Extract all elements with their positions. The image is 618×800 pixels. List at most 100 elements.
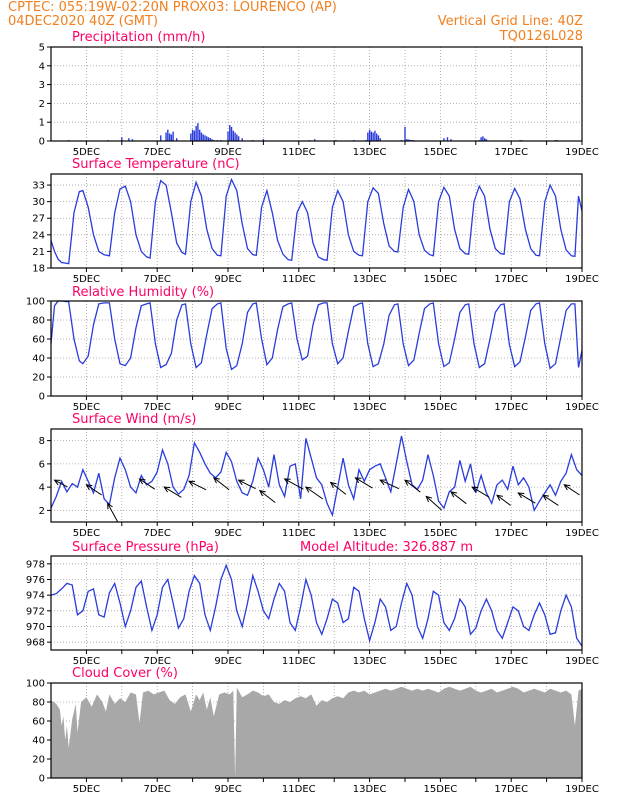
precip-bar [237,136,240,141]
temp-panel: Surface Temperature (nC) 18 21 24 27 30 33 5DEC… [32,157,599,285]
x-tick-label: 11DEC [282,274,316,285]
y-tick-label: 100 [26,297,45,308]
x-tick-label: 9DEC [214,147,241,158]
x-tick-label: 17DEC [494,528,528,539]
wind-vector [450,491,467,505]
wind-vector-head [212,477,220,484]
y-tick-label: 100 [26,679,45,690]
x-tick-label: 15DEC [424,147,458,158]
precip-bar [480,137,482,141]
wind-vector-head [450,491,457,498]
wind-vector [259,490,276,503]
rh-frame [50,300,583,397]
y-tick-label: 24 [32,230,45,241]
wind-vector-head [138,478,146,485]
product-code: TQ0126L028 [499,29,583,44]
wind-vector [164,486,182,498]
precip-bar [377,135,380,141]
precip-bar [121,137,123,141]
wind-vector [496,494,511,506]
y-tick-label: 974 [26,591,45,602]
pres-frame [50,555,583,651]
x-tick-label: 9DEC [214,402,241,413]
precip-bar [191,129,194,141]
x-tick-label: 19DEC [565,274,599,285]
y-tick-label: 33 [32,181,45,192]
cloud-area [51,686,582,778]
y-tick-label: 27 [32,214,45,225]
y-tick-label: 3 [39,80,45,91]
wind-panel: Surface Wind (m/s) 2 4 6 8 5DEC 7DEC 9DEC 11DEC 1… [39,412,599,539]
temp-frame [50,173,583,269]
x-tick-label: 9DEC [214,528,241,539]
precip-bar [404,126,406,141]
y-tick-label: 60 [32,335,45,346]
x-tick-label: 11DEC [282,784,316,795]
rh-panel: Relative Humidity (%) 0 20 40 60 80 100 5DEC 7DE… [26,285,599,413]
x-tick-label: 13DEC [353,784,387,795]
wind-vector [355,477,373,489]
y-tick-label: 978 [26,559,45,570]
rh-line [50,300,583,371]
wind-vector [107,503,119,523]
x-tick-label: 15DEC [424,656,458,667]
x-tick-label: 7DEC [144,274,171,285]
x-tick-label: 5DEC [73,402,100,413]
wind-vector [564,484,580,496]
wind-vector [425,496,442,511]
y-tick-label: 8 [39,436,45,447]
precip-bar [200,132,203,141]
precip-bar [375,133,378,141]
wind-vector-head [304,486,312,493]
header-line2: 04DEC2020 40Z (GMT) [8,14,158,29]
precip-bar [204,135,206,141]
precip-bar [229,125,231,141]
wind-vector-head [496,494,504,501]
precip-bar [230,126,233,141]
x-tick-label: 9DEC [214,784,241,795]
cloud-title: Cloud Cover (%) [72,666,178,681]
precip-bar [485,139,488,141]
precip-bar [131,139,134,141]
precip-bar [446,137,449,141]
wind-vector-head [404,479,411,486]
wind-vector [86,484,102,496]
vertical-grid-label: Vertical Grid Line: 40Z [438,14,583,29]
x-tick-label: 7DEC [144,784,171,795]
y-tick-label: 1 [39,118,45,129]
wind-vector [518,492,536,504]
wind-vector [213,477,230,491]
wind-vector [380,479,400,490]
x-tick-label: 11DEC [282,528,316,539]
precip-title: Precipitation (mm/h) [72,30,205,45]
x-tick-label: 7DEC [144,528,171,539]
precip-bar [128,138,130,141]
precip-panel: Precipitation (mm/h) 0 1 2 3 4 5 5DEC 7DEC 9DEC 11… [39,30,599,158]
x-tick-label: 11DEC [282,402,316,413]
wind-line [50,435,583,518]
precip-bar [236,134,238,141]
x-tick-label: 13DEC [353,402,387,413]
y-tick-label: 40 [32,354,45,365]
y-tick-label: 976 [26,575,45,586]
precip-bar [190,133,192,141]
wind-vector-head [237,479,245,486]
precip-bar [195,125,197,141]
x-tick-label: 5DEC [73,274,100,285]
precip-bar [368,129,371,141]
wind-vector-head [329,481,337,489]
pres-note: Model Altitude: 326.887 m [300,540,473,555]
precip-bar [262,139,265,141]
precip-bar [483,138,486,141]
precip-bar [374,130,376,141]
x-tick-label: 19DEC [565,147,599,158]
cloud-frame [50,682,583,779]
wind-vector-head [542,494,550,501]
wind-vector-head [563,484,571,491]
y-tick-label: 4 [39,61,45,72]
wind-vector-head [163,486,171,493]
y-tick-label: 21 [32,247,45,258]
wind-vector-head [188,480,196,487]
cloud-panel: Cloud Cover (%) 0 20 40 60 80 100 5DEC 7DEC 9DEC 1… [26,666,599,795]
